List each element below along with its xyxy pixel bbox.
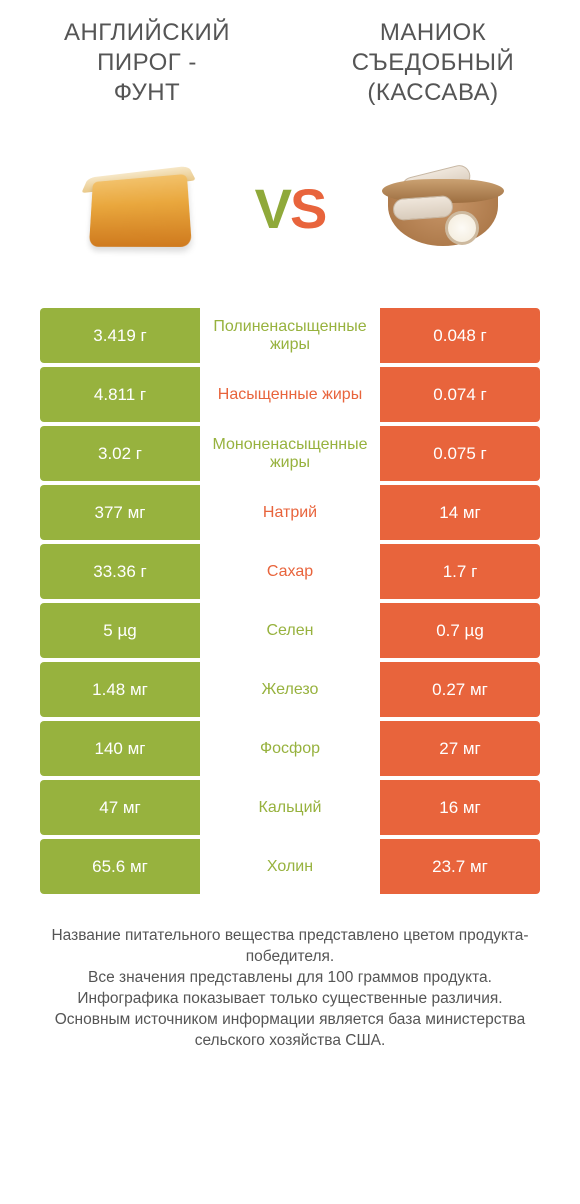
right-value-cell: 16 мг — [380, 780, 540, 835]
title-text: Фунт — [114, 79, 180, 106]
title-text: (кассава) — [367, 79, 498, 106]
table-row: 377 мгНатрий14 мг — [40, 485, 540, 540]
pound-cake-icon — [77, 158, 197, 258]
nutrient-label: Фосфор — [200, 721, 380, 776]
footer-line: Основным источником информации является … — [55, 1011, 526, 1049]
left-product-image — [62, 143, 212, 273]
table-row: 33.36 гСахар1.7 г — [40, 544, 540, 599]
table-row: 4.811 гНасыщенные жиры0.074 г — [40, 367, 540, 422]
nutrient-label: Полиненасыщенные жиры — [200, 308, 380, 363]
left-value-cell: 4.811 г — [40, 367, 200, 422]
left-value-cell: 377 мг — [40, 485, 200, 540]
right-product-title: Маниок съедобный (кассава) — [316, 18, 550, 108]
product-images-row: VS — [0, 108, 580, 308]
table-row: 47 мгКальций16 мг — [40, 780, 540, 835]
left-product-title: Английский пирог - Фунт — [30, 18, 264, 108]
comparison-table: 3.419 гПолиненасыщенные жиры0.048 г4.811… — [0, 308, 580, 894]
nutrient-label: Сахар — [200, 544, 380, 599]
right-value-cell: 0.27 мг — [380, 662, 540, 717]
footer-line: Название питательного вещества представл… — [51, 927, 528, 965]
footer-line: Инфографика показывает только существенн… — [77, 990, 502, 1007]
footer-line: Все значения представлены для 100 граммо… — [88, 969, 492, 986]
right-value-cell: 1.7 г — [380, 544, 540, 599]
title-text: съедобный — [352, 49, 515, 76]
left-value-cell: 1.48 мг — [40, 662, 200, 717]
footer-notes: Название питательного вещества представл… — [0, 898, 580, 1052]
right-value-cell: 0.048 г — [380, 308, 540, 363]
nutrient-label: Мононенасыщенные жиры — [200, 426, 380, 481]
right-value-cell: 23.7 мг — [380, 839, 540, 894]
table-row: 65.6 мгХолин23.7 мг — [40, 839, 540, 894]
vs-letter-s: S — [290, 177, 325, 240]
nutrient-label: Селен — [200, 603, 380, 658]
title-text: пирог - — [97, 49, 197, 76]
left-value-cell: 3.02 г — [40, 426, 200, 481]
right-product-image — [368, 143, 518, 273]
left-value-cell: 3.419 г — [40, 308, 200, 363]
right-value-cell: 0.074 г — [380, 367, 540, 422]
left-value-cell: 33.36 г — [40, 544, 200, 599]
table-row: 140 мгФосфор27 мг — [40, 721, 540, 776]
nutrient-label: Натрий — [200, 485, 380, 540]
title-text: Маниок — [380, 19, 486, 46]
nutrient-label: Насыщенные жиры — [200, 367, 380, 422]
right-value-cell: 27 мг — [380, 721, 540, 776]
title-text: Английский — [64, 19, 230, 46]
table-row: 5 µgСелен0.7 µg — [40, 603, 540, 658]
right-value-cell: 0.075 г — [380, 426, 540, 481]
left-value-cell: 65.6 мг — [40, 839, 200, 894]
right-value-cell: 14 мг — [380, 485, 540, 540]
left-value-cell: 47 мг — [40, 780, 200, 835]
header: Английский пирог - Фунт Маниок съедобный… — [0, 0, 580, 108]
nutrient-label: Железо — [200, 662, 380, 717]
left-value-cell: 5 µg — [40, 603, 200, 658]
nutrient-label: Холин — [200, 839, 380, 894]
table-row: 1.48 мгЖелезо0.27 мг — [40, 662, 540, 717]
cassava-icon — [373, 153, 513, 263]
right-value-cell: 0.7 µg — [380, 603, 540, 658]
vs-label: VS — [255, 176, 326, 241]
table-row: 3.419 гПолиненасыщенные жиры0.048 г — [40, 308, 540, 363]
nutrient-label: Кальций — [200, 780, 380, 835]
table-row: 3.02 гМононенасыщенные жиры0.075 г — [40, 426, 540, 481]
left-value-cell: 140 мг — [40, 721, 200, 776]
vs-letter-v: V — [255, 177, 290, 240]
